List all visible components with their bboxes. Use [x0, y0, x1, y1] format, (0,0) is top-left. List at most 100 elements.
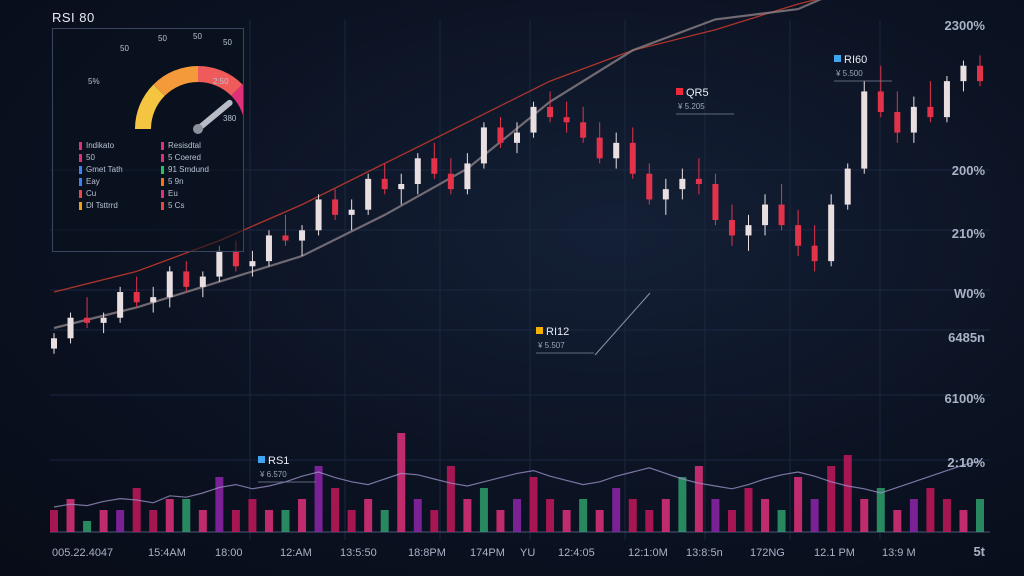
annotation-value: ¥ 5.205 — [677, 102, 705, 111]
legend-label: Gmet Tath — [86, 165, 123, 174]
candle-body — [894, 112, 901, 133]
volume-bar — [612, 488, 621, 532]
legend-swatch — [161, 153, 164, 162]
legend-label: Indikato — [86, 141, 115, 150]
volume-bar — [99, 510, 108, 532]
x-axis-label: 12.1 PM — [814, 547, 855, 559]
x-axis-label: 005.22.4047 — [52, 547, 113, 559]
legend-item: 91 Smdund — [161, 165, 239, 174]
gauge-hub — [193, 124, 203, 134]
candle-body — [844, 168, 851, 205]
candle-body — [530, 106, 537, 133]
right-axis-label: W0% — [954, 286, 986, 301]
x-axis-label: YU — [520, 547, 535, 559]
legend-item: Cu — [79, 189, 157, 198]
candles — [51, 55, 983, 354]
volume-bar — [397, 433, 406, 532]
annotation-value: ¥ 5.507 — [537, 341, 565, 350]
candle-body — [762, 204, 769, 226]
legend-item: Gmet Tath — [79, 165, 157, 174]
gauge-segment — [230, 84, 243, 116]
volume-bar — [926, 488, 935, 532]
volume-bar — [496, 510, 505, 532]
volume-bar — [298, 499, 307, 532]
gauge-tick-label: 380 — [223, 114, 237, 123]
x-axis-label: 12:AM — [280, 547, 312, 559]
volume-bar — [182, 499, 191, 532]
volume-bar — [314, 466, 323, 532]
candle-body — [943, 81, 950, 118]
candle-body — [232, 250, 239, 267]
volume-bar — [66, 499, 75, 532]
candle-body — [381, 178, 388, 190]
volume-bar — [976, 499, 984, 532]
legend-item: 5 9n — [161, 177, 239, 186]
volume-bar — [380, 510, 389, 532]
legend-item: Eu — [161, 189, 239, 198]
volume-bars — [50, 433, 984, 532]
x-axis-label: 12:1:0M — [628, 547, 668, 559]
candle-body — [216, 250, 223, 277]
candle-body — [828, 204, 835, 262]
chart-title: RSI 80 — [52, 10, 95, 25]
annotation-marker — [834, 55, 841, 62]
gauge-tick-label: 5% — [88, 77, 100, 86]
candle-body — [629, 142, 636, 174]
legend-label: Resisdtal — [168, 141, 201, 150]
annotation-value: ¥ 5.500 — [835, 69, 863, 78]
panel-legend: Indikato Resisdtal 50 5 Coered Gmet Tath 91 S… — [79, 141, 239, 210]
x-axis-label: 174PM — [470, 547, 505, 559]
candle-body — [695, 178, 702, 184]
x-axis-label: 13:9 M — [882, 547, 916, 559]
legend-item: 5 Coered — [161, 153, 239, 162]
legend-item: Indikato — [79, 141, 157, 150]
volume-bar — [347, 510, 356, 532]
candle-body — [679, 178, 686, 190]
gauge-tick-label: 2:50 — [213, 77, 229, 86]
legend-swatch — [79, 165, 82, 174]
legend-item: 5 Cs — [161, 201, 239, 210]
volume-bar — [959, 510, 968, 532]
volume-bar — [579, 499, 588, 532]
gauge-segment — [153, 66, 199, 97]
candle-body — [861, 91, 868, 169]
right-axis-label: 5t — [973, 544, 985, 559]
volume-bar — [711, 499, 720, 532]
candle-body — [464, 163, 471, 190]
candle-body — [910, 106, 917, 133]
candle-body — [580, 122, 587, 138]
volume-bar — [529, 477, 538, 532]
volume-bar — [463, 499, 472, 532]
candle-body — [745, 225, 752, 236]
candle-body — [100, 317, 107, 323]
legend-label: Cu — [86, 189, 97, 198]
candle-body — [84, 317, 91, 323]
annotation-arrow — [594, 292, 651, 356]
volume-bar — [231, 510, 240, 532]
volume-bar — [744, 488, 753, 532]
legend-item: Eay — [79, 177, 157, 186]
volume-bar — [83, 521, 92, 532]
annotation-label: RI12 — [546, 326, 569, 338]
volume-bar — [546, 499, 555, 532]
gauge-needle — [195, 99, 233, 132]
gauge-segment — [197, 66, 243, 97]
right-axis-label: 6485n — [948, 330, 985, 345]
volume-bar — [810, 499, 819, 532]
legend-swatch — [79, 201, 82, 210]
gauge-tick-label: 50 — [158, 34, 167, 43]
candle-body — [960, 65, 967, 82]
legend-label: 50 — [86, 153, 95, 162]
candle-body — [265, 235, 272, 262]
oscillator-line — [53, 460, 981, 508]
volume-bar — [165, 499, 174, 532]
volume-bar — [628, 499, 637, 532]
candle-body — [977, 65, 983, 82]
volume-bar — [694, 466, 703, 532]
volume-bar — [331, 488, 340, 532]
right-axis-label: 2300% — [945, 18, 986, 33]
candle-body — [662, 189, 669, 200]
volume-bar — [198, 510, 207, 532]
candle-body — [431, 158, 438, 174]
